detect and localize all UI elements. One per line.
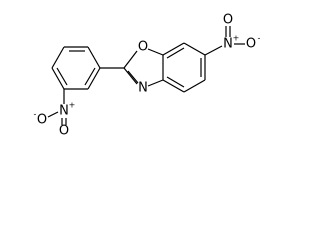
charge: + <box>69 101 76 110</box>
charge: + <box>233 34 240 43</box>
atom-label: O <box>246 37 256 52</box>
atom-label: O <box>223 13 233 28</box>
charge: - <box>258 34 261 43</box>
atom-label: O <box>37 113 47 128</box>
atom-label: O <box>138 40 148 55</box>
molecule-diagram: O N N + O O - N + O O - <box>34 13 261 139</box>
bonds <box>47 26 245 125</box>
atom-label: N <box>138 81 148 96</box>
atom-label: O <box>59 124 69 139</box>
atom-label: N <box>59 104 69 119</box>
atom-label: N <box>223 37 233 52</box>
charge: - <box>34 110 37 119</box>
